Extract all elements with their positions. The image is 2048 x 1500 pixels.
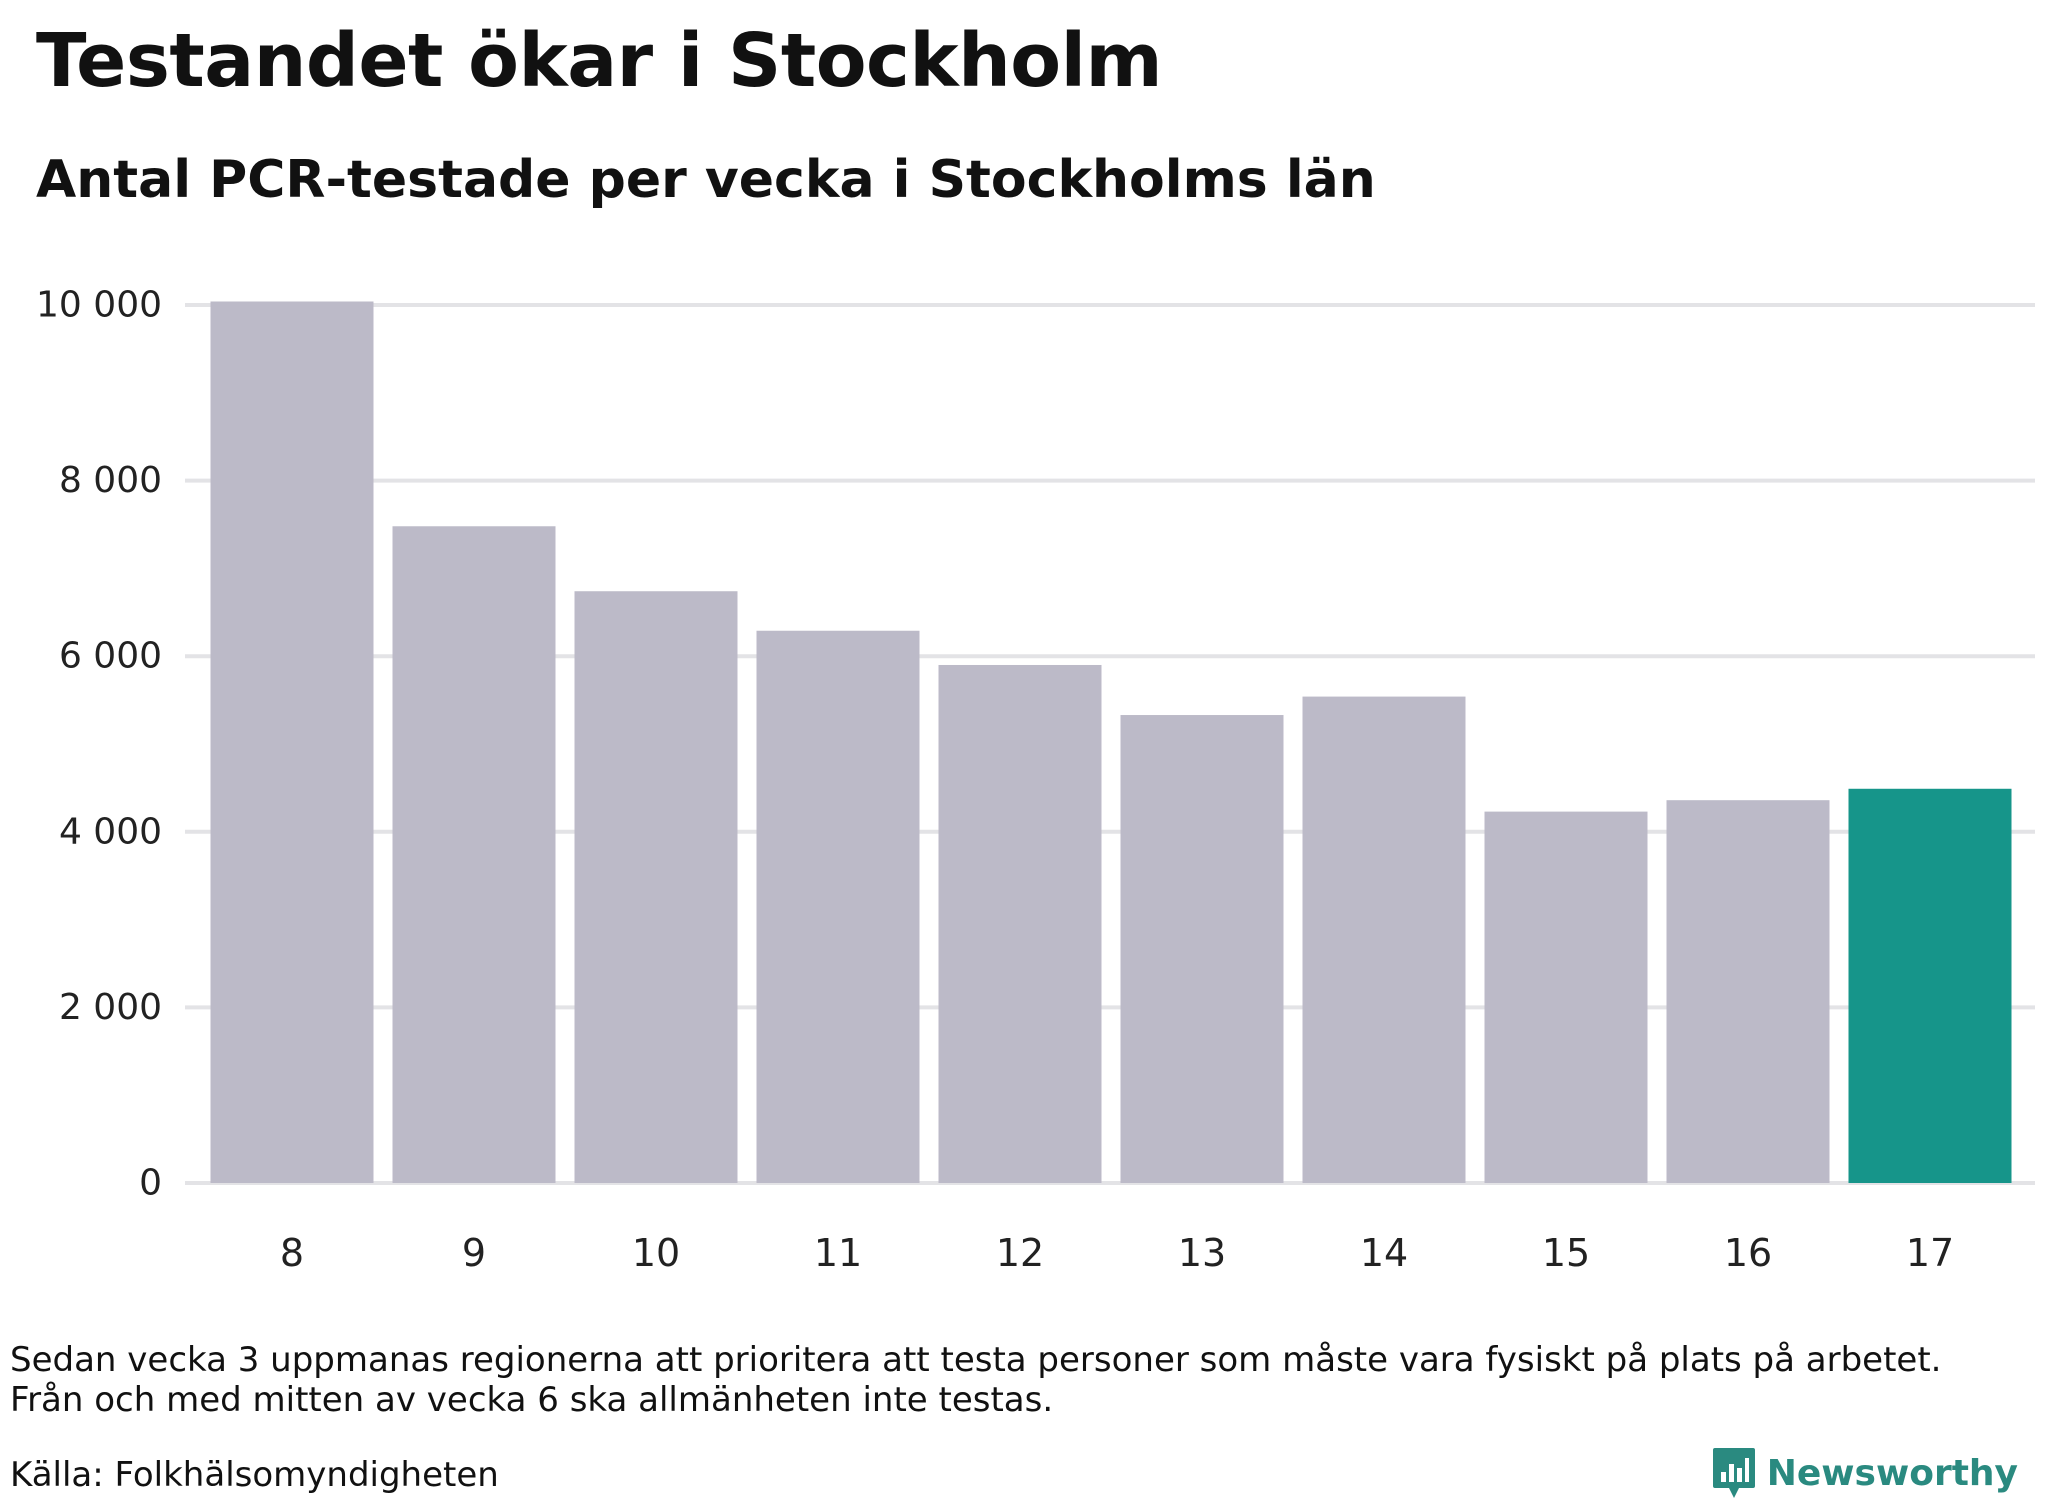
x-tick-label: 13 bbox=[1178, 1231, 1226, 1275]
y-axis-ticks: 0 2 000 4 000 6 000 8 000 10 000 bbox=[36, 285, 162, 1204]
x-tick-label: 9 bbox=[462, 1231, 486, 1275]
bar bbox=[574, 591, 738, 1183]
x-tick-label: 12 bbox=[996, 1231, 1044, 1275]
bar bbox=[392, 526, 556, 1183]
x-tick-label: 8 bbox=[280, 1231, 304, 1275]
bar bbox=[756, 630, 920, 1183]
brand-name: Newsworthy bbox=[1766, 1452, 2018, 1494]
y-tick-label: 10 000 bbox=[36, 285, 162, 326]
x-tick-label: 11 bbox=[814, 1231, 862, 1275]
bar bbox=[210, 301, 374, 1183]
brand-logo: Newsworthy bbox=[1711, 1446, 2018, 1500]
note-line-1: Sedan vecka 3 uppmanas regionerna att pr… bbox=[10, 1340, 1942, 1380]
newsworthy-logo-icon bbox=[1712, 1448, 1755, 1498]
chart-title: Testandet ökar i Stockholm bbox=[36, 18, 1163, 104]
y-tick-label: 0 bbox=[139, 1163, 162, 1204]
x-axis-ticks: 8 9 10 11 12 13 14 15 16 17 bbox=[280, 1231, 1954, 1275]
chart-note: Sedan vecka 3 uppmanas regionerna att pr… bbox=[10, 1340, 1941, 1420]
bar-chart: 0 2 000 4 000 6 000 8 000 10 000 8 9 10 11 12 13 14… bbox=[36, 285, 2035, 1275]
chart-subtitle: Antal PCR-testade per vecka i Stockholms… bbox=[36, 150, 1376, 210]
x-tick-label: 17 bbox=[1906, 1231, 1954, 1275]
y-tick-label: 2 000 bbox=[59, 987, 162, 1028]
source-text: Källa: Folkhälsomyndigheten bbox=[10, 1455, 499, 1495]
bar bbox=[1666, 800, 1830, 1183]
bar bbox=[1302, 696, 1466, 1183]
bar bbox=[1120, 715, 1284, 1183]
bar-highlighted bbox=[1848, 788, 2012, 1183]
x-tick-label: 14 bbox=[1360, 1231, 1408, 1275]
bar bbox=[1484, 811, 1648, 1183]
y-tick-label: 6 000 bbox=[59, 636, 162, 677]
x-tick-label: 15 bbox=[1542, 1231, 1590, 1275]
bar bbox=[938, 664, 1102, 1183]
x-tick-label: 16 bbox=[1724, 1231, 1772, 1275]
bars bbox=[210, 301, 2012, 1183]
y-tick-label: 8 000 bbox=[59, 460, 162, 501]
y-tick-label: 4 000 bbox=[59, 811, 162, 852]
note-line-2: Från och med mitten av vecka 6 ska allmä… bbox=[10, 1380, 1054, 1420]
x-tick-label: 10 bbox=[632, 1231, 680, 1275]
